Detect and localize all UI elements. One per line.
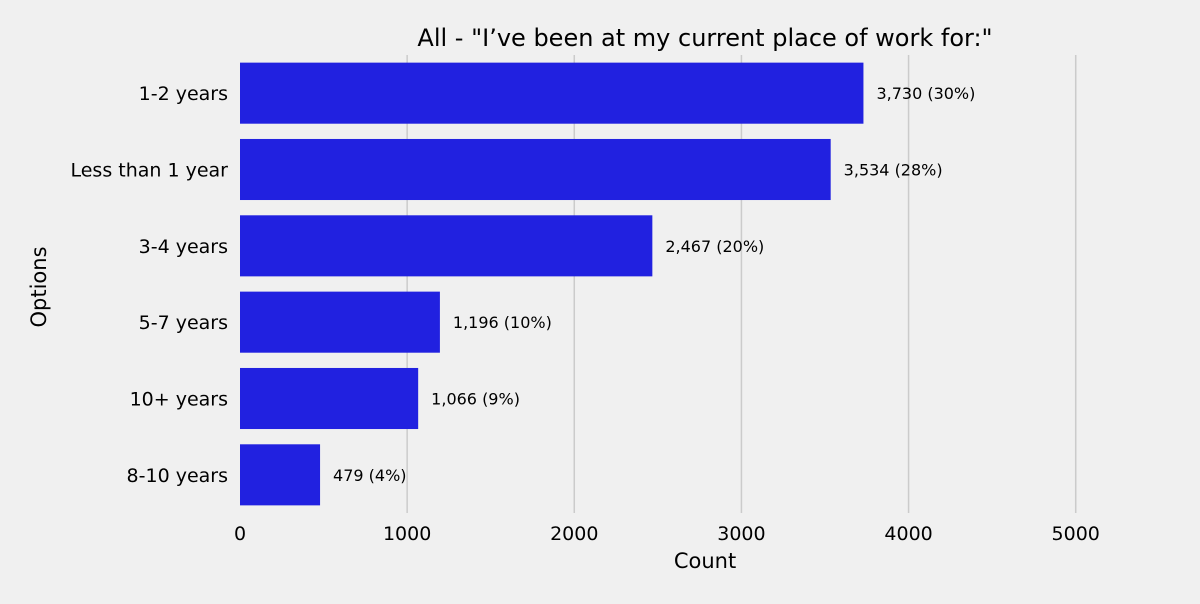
- x-tick-label: 4000: [884, 523, 932, 545]
- gridlines: [406, 55, 1077, 513]
- bar: [240, 215, 653, 277]
- bar: [240, 367, 419, 430]
- x-tick-label: 1000: [383, 523, 431, 545]
- data-label: 1,066 (9%): [431, 390, 520, 409]
- x-tick-label: 3000: [717, 523, 765, 545]
- category-label: 8-10 years: [127, 465, 228, 487]
- data-label: 2,467 (20%): [665, 237, 764, 256]
- category-label: 3-4 years: [139, 236, 228, 258]
- labels: 0 1000 2000 3000 4000 5000 1-2 years 3,730 (30%…: [70, 83, 1099, 545]
- x-tick-label: 2000: [550, 523, 598, 545]
- x-tick-label: 0: [234, 523, 246, 545]
- x-axis-label: Count: [674, 549, 736, 573]
- bar: [240, 62, 864, 124]
- bar: [240, 444, 321, 506]
- category-label: 5-7 years: [139, 312, 228, 334]
- bars: [240, 62, 864, 506]
- category-label: Less than 1 year: [70, 160, 228, 182]
- x-tick-label: 5000: [1052, 523, 1100, 545]
- category-label: 10+ years: [130, 389, 228, 411]
- data-label: 479 (4%): [333, 466, 407, 485]
- bar: [240, 138, 831, 201]
- category-label: 1-2 years: [139, 83, 228, 105]
- data-label: 3,730 (30%): [876, 84, 975, 103]
- data-label: 1,196 (10%): [453, 313, 552, 332]
- bar: [240, 291, 440, 353]
- data-label: 3,534 (28%): [844, 161, 943, 180]
- y-axis-label: Options: [27, 246, 51, 327]
- chart-title: All - "I’ve been at my current place of …: [417, 24, 992, 52]
